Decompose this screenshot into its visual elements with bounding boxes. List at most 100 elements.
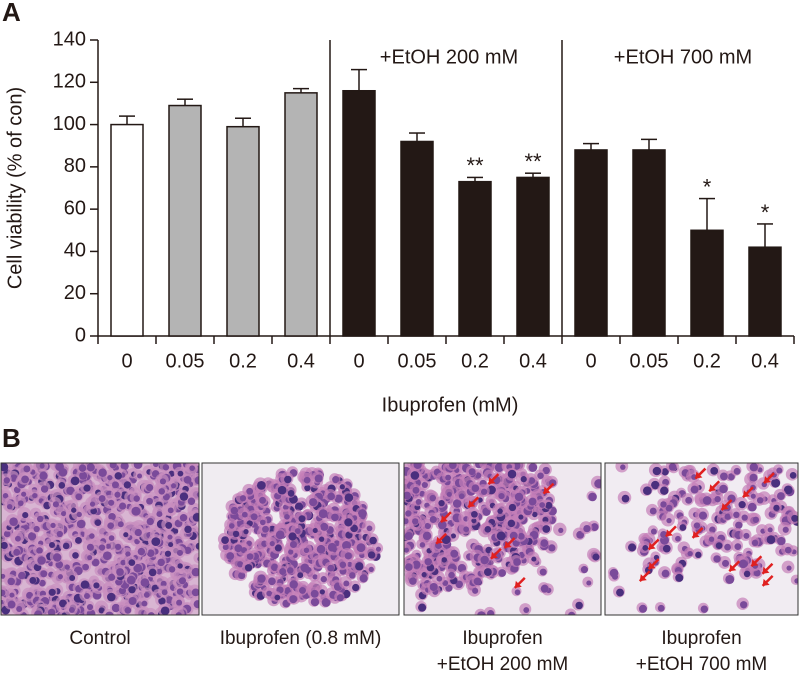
nucleus <box>720 472 728 480</box>
image-caption: Ibuprofen <box>661 628 741 649</box>
x-tick-label: 0.2 <box>461 350 489 372</box>
nucleus <box>783 527 789 533</box>
nucleus <box>169 566 175 572</box>
nucleus <box>18 500 24 506</box>
x-tick-label: 0.05 <box>398 350 437 372</box>
nucleus <box>149 569 157 577</box>
nucleus <box>193 513 202 522</box>
nucleus <box>445 475 451 481</box>
nucleus <box>162 589 168 595</box>
nucleus <box>588 493 597 502</box>
nucleus <box>98 468 106 476</box>
nucleus <box>179 577 186 584</box>
y-tick-label: 40 <box>64 240 86 262</box>
nucleus <box>242 512 248 518</box>
nucleus <box>734 543 741 550</box>
image-caption: +EtOH 700 mM <box>636 654 767 674</box>
panel-label: A <box>2 0 21 27</box>
nucleus <box>108 500 114 506</box>
nucleus <box>785 547 792 554</box>
nucleus <box>9 593 14 598</box>
nucleus <box>610 569 619 578</box>
nucleus <box>321 576 327 582</box>
nucleus <box>357 543 366 552</box>
nucleus <box>160 478 166 484</box>
nucleus <box>127 576 136 585</box>
nucleus <box>58 574 63 579</box>
nucleus <box>115 544 121 550</box>
nucleus <box>735 522 742 529</box>
nucleus <box>518 533 525 540</box>
nucleus <box>288 490 295 497</box>
nucleus <box>739 560 748 569</box>
nucleus <box>349 572 355 578</box>
nucleus <box>69 575 75 581</box>
nucleus <box>1 542 8 549</box>
nucleus <box>771 479 780 488</box>
nucleus <box>134 460 143 469</box>
nucleus <box>317 545 326 554</box>
nucleus <box>231 507 238 514</box>
nucleus <box>69 607 75 613</box>
nucleus <box>177 550 183 556</box>
nucleus <box>679 524 686 531</box>
nucleus <box>301 564 310 573</box>
nucleus <box>55 462 64 471</box>
nucleus <box>586 580 591 585</box>
x-tick-label: 0.4 <box>287 350 315 372</box>
nucleus <box>449 461 457 469</box>
nucleus <box>109 535 115 541</box>
nucleus <box>699 512 707 520</box>
nucleus <box>509 504 516 511</box>
nucleus <box>487 610 494 617</box>
nucleus <box>367 525 373 531</box>
nucleus <box>141 578 150 587</box>
nucleus <box>245 564 252 571</box>
nucleus <box>485 526 492 533</box>
nucleus <box>537 472 543 478</box>
nucleus <box>340 484 345 489</box>
nucleus <box>72 552 79 559</box>
nucleus <box>369 567 374 572</box>
nucleus <box>463 526 469 532</box>
nucleus <box>675 536 681 542</box>
y-tick-label: 20 <box>64 282 86 304</box>
bar <box>111 125 143 336</box>
nucleus <box>447 492 452 497</box>
nucleus <box>581 566 588 573</box>
nucleus <box>405 563 413 571</box>
nucleus <box>32 493 37 498</box>
bar <box>633 150 665 336</box>
image-caption: Ibuprofen (0.8 mM) <box>220 628 382 649</box>
nucleus <box>131 507 140 516</box>
nucleus <box>369 537 377 545</box>
nucleus <box>107 522 114 529</box>
x-tick-label: 0.4 <box>519 350 547 372</box>
nucleus <box>15 536 21 542</box>
nucleus <box>103 551 112 560</box>
nucleus <box>105 612 113 620</box>
nucleus <box>658 605 665 612</box>
nucleus <box>583 525 590 532</box>
x-tick-label: 0.2 <box>693 350 721 372</box>
nucleus <box>425 558 432 565</box>
nucleus <box>734 468 741 475</box>
nucleus <box>142 601 148 607</box>
nucleus <box>90 501 95 506</box>
nucleus <box>472 588 478 594</box>
nucleus <box>276 531 285 540</box>
nucleus <box>540 569 547 576</box>
y-tick-label: 0 <box>75 324 86 346</box>
nucleus <box>319 509 328 518</box>
nucleus <box>299 515 306 522</box>
nucleus <box>240 495 246 501</box>
nucleus <box>622 495 630 503</box>
nucleus <box>168 542 173 547</box>
nucleus <box>713 555 720 562</box>
nucleus <box>144 592 150 598</box>
nucleus <box>79 472 87 480</box>
nucleus <box>36 547 43 554</box>
nucleus <box>156 511 162 517</box>
x-tick-label: 0 <box>121 350 132 372</box>
nucleus <box>695 552 701 558</box>
